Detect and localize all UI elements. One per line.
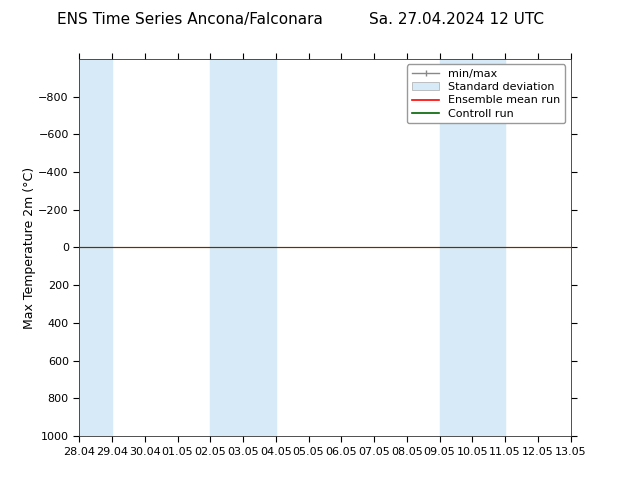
Bar: [439, 59, 505, 436]
Legend: min/max, Standard deviation, Ensemble mean run, Controll run: min/max, Standard deviation, Ensemble me…: [407, 64, 565, 123]
Text: Sa. 27.04.2024 12 UTC: Sa. 27.04.2024 12 UTC: [369, 12, 544, 27]
Bar: [79, 59, 112, 436]
Bar: [210, 59, 276, 436]
Y-axis label: Max Temperature 2m (°C): Max Temperature 2m (°C): [23, 167, 36, 328]
Text: ENS Time Series Ancona/Falconara: ENS Time Series Ancona/Falconara: [57, 12, 323, 27]
